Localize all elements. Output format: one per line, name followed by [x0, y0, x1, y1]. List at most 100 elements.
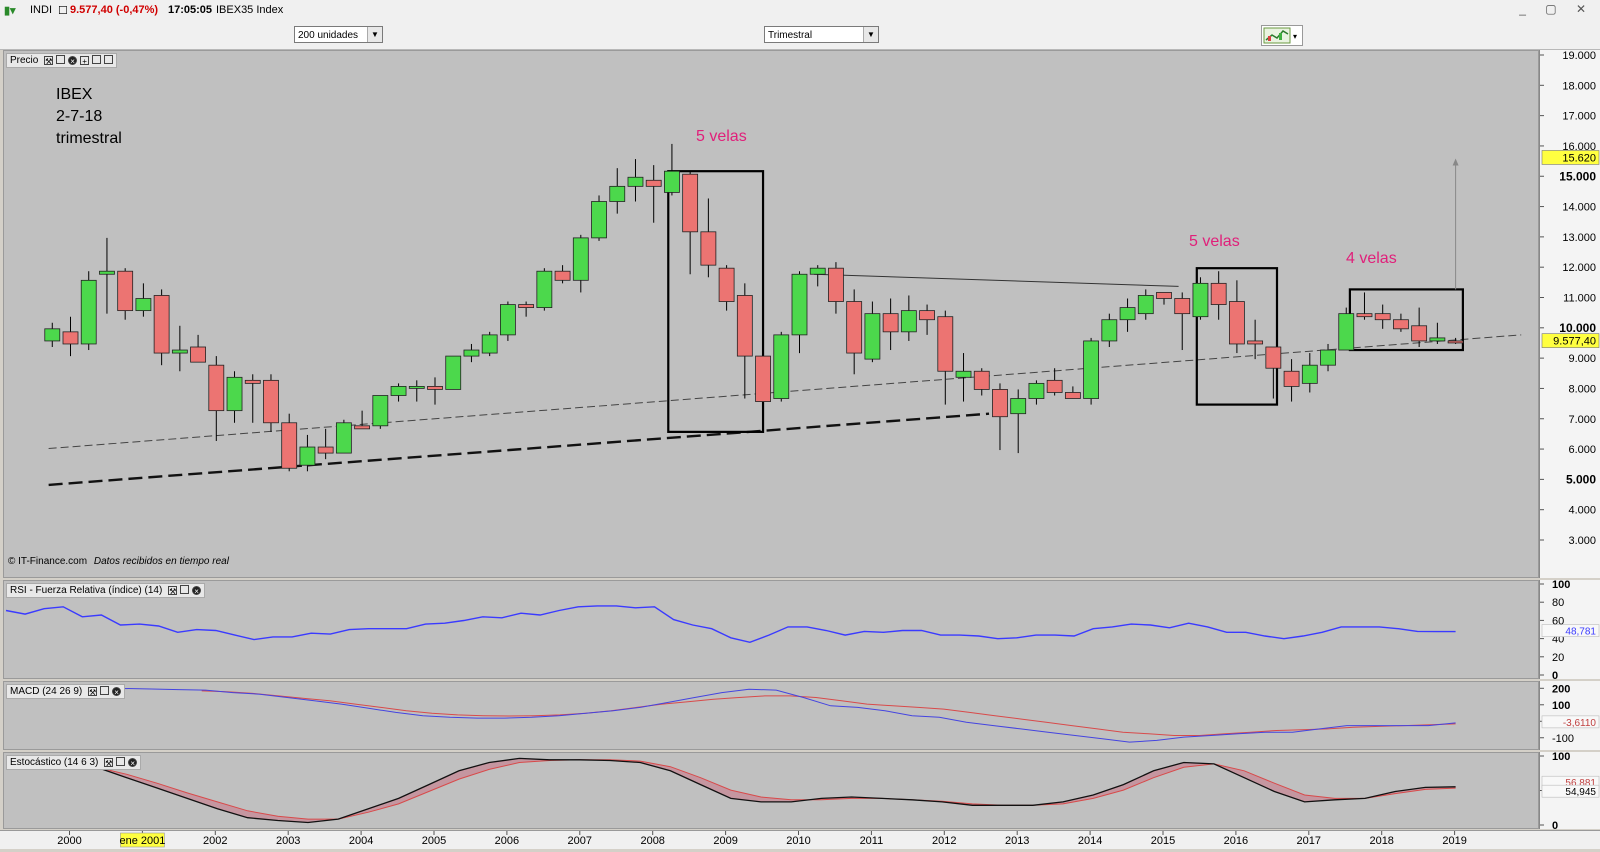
period-select[interactable]: Trimestral ▼	[764, 26, 879, 43]
time-tick-label: 2013	[1005, 835, 1029, 847]
rsi-value-badge: 48,781	[1565, 627, 1596, 638]
close-icon[interactable]: ×	[128, 758, 138, 768]
time-axis[interactable]: 2000 ene 2001 2002 2003 2004 2005 2006 2007 2008…	[0, 830, 1600, 849]
dropdown-arrow-icon[interactable]: ▼	[863, 27, 878, 42]
candle-up	[171, 349, 188, 354]
stoch-value2-badge: 54,945	[1565, 787, 1596, 798]
candle-down	[1064, 392, 1081, 399]
stoch-chart[interactable]	[4, 753, 1539, 829]
price-tick-label: 6.000	[1568, 444, 1596, 456]
annotation-box	[1195, 267, 1279, 406]
macd-tick-label: 200	[1552, 683, 1570, 695]
candle-up	[809, 267, 826, 275]
candle-up	[591, 201, 607, 239]
price-tick-label: 18.000	[1562, 80, 1596, 92]
price-tick-label: 7.000	[1568, 414, 1596, 426]
candle-down	[1265, 346, 1282, 369]
candle-up	[499, 304, 516, 336]
time-tick-label: 2006	[495, 835, 519, 847]
price-panel[interactable]: Precio ⚒ × + IBEX 2-7-18 trimestral 5 vela…	[3, 50, 1539, 578]
candle-up	[1192, 282, 1209, 318]
candle-up	[135, 298, 152, 312]
time-tick-label: 2009	[713, 835, 737, 847]
stoch-panel[interactable]: Estocástico (14 6 3) ⚒ ×	[3, 752, 1539, 829]
candle-up	[390, 386, 407, 396]
wrench-icon[interactable]: ⚒	[88, 687, 98, 697]
target-price-badge: 15.620	[1562, 152, 1596, 164]
rsi-panel[interactable]: RSI - Fuerza Relativa (índice) (14) ⚒ ×	[3, 580, 1539, 679]
candle-down	[1046, 379, 1063, 393]
copy-icon[interactable]	[92, 55, 102, 64]
maximize-icon[interactable]	[180, 585, 190, 594]
target-arrow-head	[1452, 158, 1459, 166]
macd-axis[interactable]: 2001000-100-3,6110	[1539, 681, 1600, 750]
candle-down	[700, 231, 717, 266]
price-chart[interactable]	[4, 51, 1539, 578]
candle-up	[1429, 337, 1446, 342]
candle-down	[755, 355, 771, 402]
box3-label: 4 velas	[1346, 250, 1397, 267]
candle-up	[1028, 382, 1045, 399]
price-tick-label: 8.000	[1568, 383, 1596, 395]
candle-up	[372, 395, 389, 427]
candle-down	[973, 370, 990, 390]
candle-up	[445, 355, 462, 390]
candle-up	[1101, 319, 1118, 342]
maximize-icon[interactable]	[100, 686, 110, 695]
candle-down	[117, 270, 134, 312]
macd-panel[interactable]: MACD (24 26 9) ⚒ ×	[3, 681, 1539, 750]
candle-up	[664, 170, 680, 193]
target-price-badge-bg	[1541, 150, 1600, 165]
rsi-axis[interactable]: 100 80 60 40 20 0 48,781	[1539, 579, 1600, 682]
stoch-panel-title: Estocástico (14 6 3)	[10, 757, 99, 768]
candle-up	[80, 279, 97, 345]
macd-value-badge: -3,6110	[1563, 718, 1597, 729]
dropdown-arrow-icon[interactable]: ▼	[367, 27, 382, 42]
rsi-value-badge-bg	[1541, 624, 1600, 637]
candle-up	[1137, 295, 1154, 315]
candle-up	[99, 270, 115, 275]
rsi-panel-title: RSI - Fuerza Relativa (índice) (14)	[10, 585, 163, 596]
time-tick-label: 2018	[1369, 835, 1393, 847]
candle-down	[846, 301, 863, 354]
macd-chart[interactable]	[4, 682, 1539, 750]
candle-down	[828, 267, 844, 302]
add-icon[interactable]: +	[80, 56, 90, 66]
close-icon[interactable]: ×	[192, 586, 202, 596]
macd-tick-label: -100	[1552, 733, 1574, 745]
close-icon[interactable]: ×	[68, 56, 78, 66]
time-tick-label: 2007	[568, 835, 592, 847]
toolbar: 200 unidades ▼ Trimestral ▼ ▾	[0, 22, 1600, 50]
candle-down	[281, 422, 298, 469]
candle-down	[1247, 340, 1264, 345]
candle-icon[interactable]: ▮▾	[4, 5, 16, 17]
chart-note: IBEX 2-7-18 trimestral	[56, 84, 122, 150]
candle-up	[299, 446, 316, 466]
candle-down	[62, 331, 79, 345]
price-tick-label: 13.000	[1562, 232, 1596, 244]
chart-type-button[interactable]: ▾	[1261, 25, 1303, 46]
candle-down	[1393, 319, 1409, 330]
wrench-icon[interactable]: ⚒	[104, 758, 114, 768]
trendline-support	[48, 412, 990, 487]
candle-up	[1320, 349, 1336, 366]
time-tick-label: 2012	[932, 835, 956, 847]
window-controls[interactable]: _ ▢ ✕	[1519, 2, 1594, 16]
wrench-icon[interactable]: ⚒	[44, 56, 54, 66]
price-tick-label: 10.000	[1559, 321, 1596, 335]
candle-down	[682, 173, 699, 233]
price-axis[interactable]: 19.000 18.000 17.000 16.000 15.000 14.000 13.0…	[1539, 50, 1600, 578]
checkbox-icon[interactable]: ☐	[58, 5, 68, 17]
time-cursor-bg	[120, 832, 165, 848]
maximize-icon[interactable]	[56, 55, 66, 64]
close-icon[interactable]: ×	[112, 687, 122, 697]
wrench-icon[interactable]: ⚒	[168, 586, 178, 596]
units-select[interactable]: 200 unidades ▼	[294, 26, 383, 43]
paste-icon[interactable]	[104, 55, 114, 64]
candle-up	[955, 370, 972, 378]
maximize-icon[interactable]	[116, 757, 126, 766]
candle-up	[1010, 398, 1027, 415]
rsi-chart[interactable]	[4, 581, 1539, 679]
